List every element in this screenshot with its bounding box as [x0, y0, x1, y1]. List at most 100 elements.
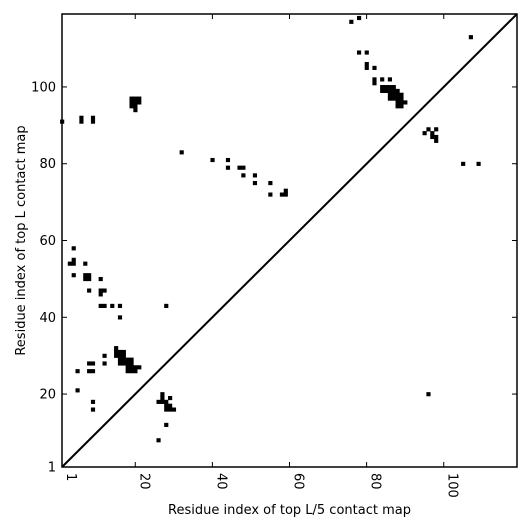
contact-point-upper	[90, 115, 96, 120]
contact-point-lower	[83, 276, 88, 282]
contact-point-lower	[117, 357, 123, 362]
contact-point-lower	[160, 395, 165, 401]
contact-point-lower	[83, 261, 88, 266]
contact-point-lower	[90, 399, 96, 404]
contact-point-lower	[133, 369, 138, 374]
contact-point-lower	[117, 303, 123, 308]
contact-point-lower	[129, 369, 134, 374]
contact-point-upper	[252, 173, 258, 178]
contact-point-upper	[387, 92, 392, 97]
contact-point-upper	[372, 65, 377, 70]
contact-point-upper	[241, 173, 246, 178]
contact-point-lower	[71, 257, 76, 262]
contact-point-upper	[387, 88, 392, 93]
contact-point-lower	[125, 361, 130, 366]
contact-point-lower	[160, 399, 165, 404]
y-tick-label: 100	[31, 80, 56, 95]
contact-point-upper	[79, 119, 84, 124]
contact-point-lower	[171, 407, 177, 412]
contact-point-upper	[133, 104, 138, 109]
contact-point-lower	[98, 276, 103, 282]
contact-point-lower	[98, 292, 103, 297]
contact-point-lower	[156, 399, 161, 404]
contact-point-upper	[426, 127, 431, 132]
contact-point-lower	[87, 369, 92, 374]
contact-point-upper	[422, 131, 427, 136]
contact-point-lower	[114, 349, 119, 355]
contact-point-lower	[129, 361, 134, 366]
contact-point-upper	[129, 104, 134, 109]
contact-point-lower	[168, 403, 173, 408]
y-tick-label: 1	[48, 461, 56, 476]
contact-point-upper	[133, 108, 138, 113]
contact-point-upper	[372, 81, 377, 86]
contact-point-lower	[121, 361, 126, 366]
y-tick-label: 40	[39, 311, 56, 326]
contact-point-lower	[71, 261, 76, 266]
contact-point-upper	[90, 119, 96, 124]
contact-point-upper	[387, 85, 392, 90]
contact-point-lower	[168, 407, 173, 412]
contact-point-lower	[426, 392, 431, 397]
contact-point-lower	[164, 399, 169, 404]
contact-point-lower	[160, 392, 165, 397]
contact-point-upper	[349, 19, 354, 24]
contact-point-upper	[434, 134, 439, 140]
contact-point-lower	[168, 395, 173, 401]
contact-point-upper	[383, 85, 389, 90]
contact-point-upper	[225, 157, 231, 163]
contact-point-upper	[476, 161, 481, 166]
y-axis: 1 20 40 60 80 100	[31, 80, 517, 476]
contact-point-upper	[461, 161, 466, 166]
contact-point-upper	[179, 150, 184, 155]
contact-point-lower	[102, 303, 107, 308]
contact-point-lower	[87, 361, 92, 366]
contact-point-upper	[395, 92, 400, 97]
contact-point-lower	[98, 288, 103, 293]
contact-point-lower	[121, 349, 126, 355]
contact-point-upper	[129, 96, 134, 101]
contact-point-lower	[164, 403, 169, 408]
contact-point-lower	[102, 288, 107, 293]
contact-point-upper	[434, 138, 439, 143]
x-axis-label: Residue index of top L/5 contact map	[168, 503, 411, 518]
contact-point-upper	[387, 96, 392, 101]
y-tick-label: 20	[39, 388, 56, 403]
contact-point-upper	[237, 165, 242, 170]
contact-point-upper	[395, 100, 400, 105]
contact-point-upper	[383, 88, 389, 93]
contact-point-lower	[83, 273, 88, 278]
contact-point-lower	[114, 353, 119, 358]
diagonal-line	[61, 13, 518, 468]
contact-point-upper	[225, 165, 231, 170]
contact-point-upper	[133, 96, 138, 101]
x-tick-label: 40	[213, 473, 228, 490]
contact-points	[60, 15, 481, 443]
contact-point-upper	[356, 50, 362, 55]
contact-point-lower	[75, 369, 80, 374]
contact-point-upper	[372, 77, 377, 82]
contact-point-upper	[241, 165, 246, 170]
contact-point-upper	[133, 100, 138, 105]
contact-point-lower	[87, 288, 92, 293]
contact-point-lower	[164, 422, 169, 427]
contact-point-lower	[164, 303, 169, 308]
contact-point-upper	[391, 96, 396, 101]
contact-point-upper	[268, 181, 273, 186]
contact-point-lower	[90, 369, 96, 374]
contact-point-upper	[380, 77, 385, 82]
contact-point-upper	[364, 61, 369, 67]
contact-point-upper	[391, 92, 396, 97]
contact-point-upper	[283, 192, 288, 197]
contact-point-upper	[129, 100, 134, 105]
contact-point-upper	[364, 65, 369, 70]
contact-point-lower	[125, 365, 130, 370]
contact-point-lower	[117, 349, 123, 355]
contact-point-lower	[102, 353, 107, 358]
contact-point-lower	[164, 407, 169, 412]
contact-point-upper	[279, 192, 285, 197]
contact-point-lower	[129, 365, 134, 370]
contact-point-lower	[90, 407, 96, 412]
contact-point-upper	[399, 104, 404, 109]
contact-point-upper	[399, 100, 404, 105]
